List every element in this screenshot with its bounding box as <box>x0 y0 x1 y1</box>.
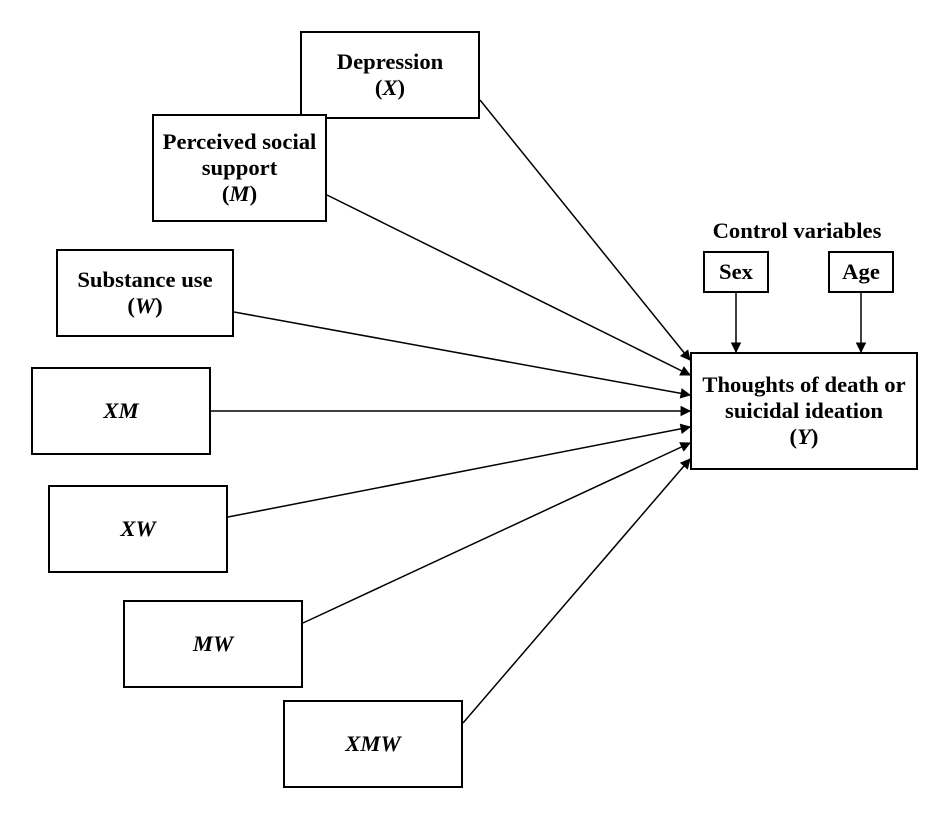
node-label: Sex <box>719 259 753 284</box>
node-xw: XW <box>48 485 228 573</box>
node-symbol: Y <box>797 424 811 449</box>
edge-pss <box>327 195 690 375</box>
node-label: Depression <box>337 49 444 74</box>
node-symbol-wrap: (Y) <box>790 424 819 449</box>
node-symbol: M <box>229 181 249 206</box>
node-sex: Sex <box>703 251 769 293</box>
edge-xw <box>228 427 690 517</box>
node-symbol-wrap: (X) <box>375 75 405 100</box>
node-label: Age <box>842 259 880 284</box>
node-depression: Depression(X) <box>300 31 480 119</box>
node-outcome: Thoughts of death or suicidal ideation(Y… <box>690 352 918 470</box>
node-substance: Substance use(W) <box>56 249 234 337</box>
node-pss: Perceived social support(M) <box>152 114 327 222</box>
node-symbol: MW <box>193 631 233 656</box>
node-label: Substance use <box>77 267 212 292</box>
node-symbol: XW <box>120 516 155 541</box>
node-symbol-wrap: (W) <box>127 293 162 318</box>
node-symbol-wrap: (M) <box>222 181 257 206</box>
node-symbol: X <box>382 75 397 100</box>
node-xmw: XMW <box>283 700 463 788</box>
edge-xmw <box>463 459 690 723</box>
node-symbol: XMW <box>345 731 400 756</box>
node-mw: MW <box>123 600 303 688</box>
control-variables-heading: Control variables <box>687 218 907 244</box>
diagram-stage: Control variablesDepression(X)Perceived … <box>0 0 950 827</box>
edge-mw <box>303 443 690 623</box>
node-xm: XM <box>31 367 211 455</box>
node-age: Age <box>828 251 894 293</box>
node-label: Perceived social support <box>163 129 317 180</box>
edge-substance <box>234 312 690 395</box>
node-symbol: W <box>135 293 155 318</box>
node-label: Thoughts of death or suicidal ideation <box>702 372 905 423</box>
node-symbol: XM <box>103 398 138 423</box>
edge-depression <box>480 100 690 360</box>
